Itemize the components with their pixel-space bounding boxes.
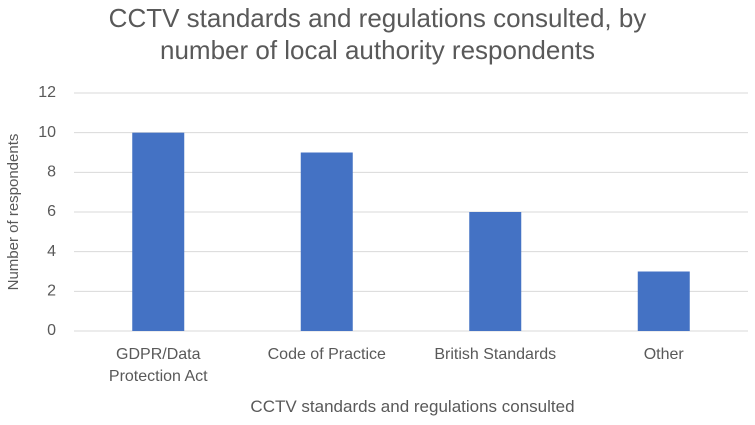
x-tick-label: GDPR/Data Protection Act xyxy=(108,346,208,385)
y-axis-title: Number of respondents xyxy=(5,134,22,291)
y-tick-label: 12 xyxy=(38,84,56,101)
bar xyxy=(132,132,185,331)
x-tick-label: Code of Practice xyxy=(267,346,386,363)
bar xyxy=(469,212,522,331)
x-tick-label: Other xyxy=(643,346,684,363)
x-axis-title: CCTV standards and regulations consulted xyxy=(250,397,575,416)
y-tick-label: 2 xyxy=(47,283,56,300)
y-tick-label: 6 xyxy=(47,203,56,220)
y-tick-label: 0 xyxy=(47,322,56,339)
x-tick-label: British Standards xyxy=(434,346,557,363)
bar xyxy=(637,271,690,331)
bar xyxy=(300,152,353,331)
y-tick-label: 10 xyxy=(38,124,56,141)
y-tick-label: 8 xyxy=(47,164,56,181)
y-tick-label: 4 xyxy=(47,243,56,260)
chart-title: CCTV standards and regulations consulted… xyxy=(108,3,647,65)
